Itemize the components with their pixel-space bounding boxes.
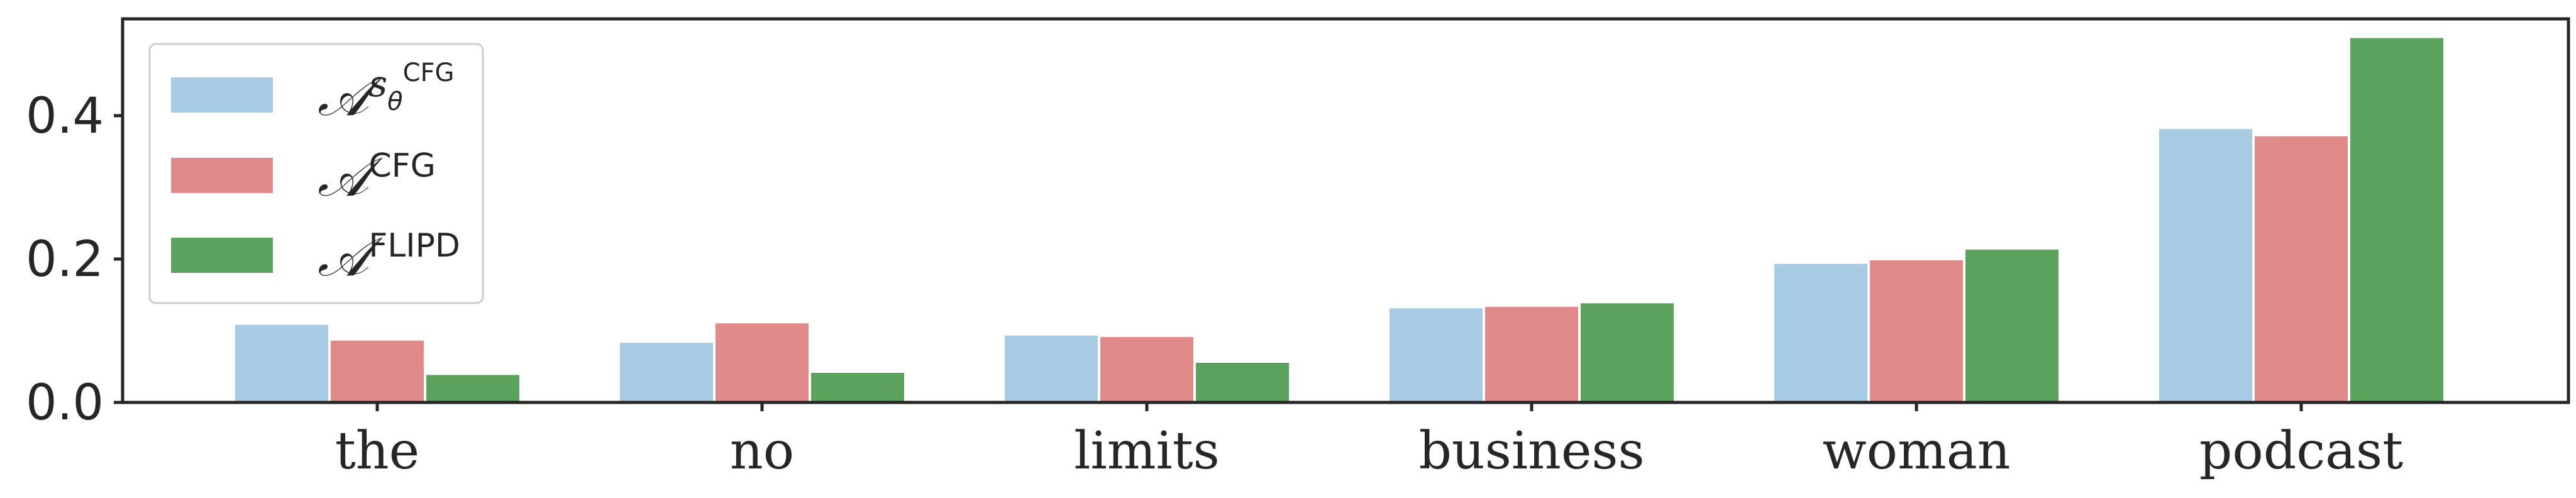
bar-podcast-series-1 — [2157, 126, 2255, 404]
bar-limits-series-2 — [1098, 334, 1196, 404]
y-tick-label: 0.2 — [26, 231, 104, 288]
bar-no-series-1 — [617, 340, 716, 404]
bar-business-series-1 — [1387, 306, 1485, 404]
bars-layer — [233, 35, 2446, 404]
bar-podcast-series-2 — [2252, 133, 2350, 404]
x-tick-label-no: no — [730, 421, 794, 481]
x-tick-label-the: the — [335, 421, 419, 481]
x-axis: the no limits business woman podcast — [335, 402, 2403, 481]
bar-business-series-3 — [1578, 301, 1676, 404]
bar-woman-series-2 — [1867, 257, 1965, 404]
bar-woman-series-1 — [1772, 261, 1870, 404]
legend-swatch-series-2 — [171, 158, 273, 193]
plot-frame — [121, 17, 2570, 404]
legend-label-series-2: 𝒜CFG — [318, 146, 436, 209]
bar-limits-series-3 — [1193, 360, 1291, 404]
y-tick-label: 0.0 — [26, 375, 104, 431]
bar-the-series-3 — [424, 372, 522, 404]
x-tick-label-woman: woman — [1822, 421, 2010, 481]
legend-swatch-series-1 — [171, 77, 273, 113]
bar-no-series-3 — [809, 370, 907, 404]
bar-the-series-1 — [233, 322, 331, 404]
y-tick-label: 0.4 — [26, 88, 104, 145]
bar-woman-series-3 — [1963, 246, 2061, 404]
bar-podcast-series-3 — [2348, 35, 2446, 404]
legend-label-series-3: 𝒜FLIPD — [318, 226, 460, 289]
legend-swatch-series-3 — [171, 238, 273, 273]
bar-limits-series-1 — [1002, 333, 1100, 404]
x-tick-label-limits: limits — [1074, 421, 1219, 481]
y-axis: 0.0 0.2 0.4 — [26, 88, 123, 431]
bar-no-series-2 — [713, 321, 811, 404]
bar-business-series-2 — [1483, 304, 1581, 404]
x-tick-label-business: business — [1418, 421, 1644, 481]
x-tick-label-podcast: podcast — [2199, 421, 2403, 481]
bar-the-series-2 — [328, 338, 426, 404]
